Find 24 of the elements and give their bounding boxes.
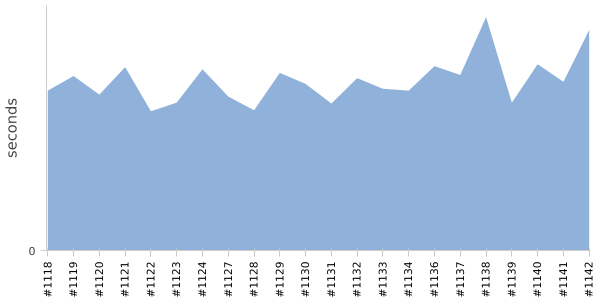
- x-tick-label: #1123: [170, 261, 184, 298]
- x-tick-label: #1139: [505, 261, 518, 298]
- text: 0: [28, 245, 36, 258]
- x-tick-label: #1131: [324, 261, 338, 298]
- x-tick-label: #1118: [41, 261, 54, 298]
- x-tick-label: #1133: [376, 261, 390, 298]
- x-tick-label: #1138: [480, 261, 493, 298]
- x-tick-label: #1127: [222, 261, 235, 298]
- x-tick-label: #1132: [350, 261, 364, 298]
- x-tick-label: #1120: [92, 261, 106, 298]
- x-tick-label: #1129: [273, 261, 286, 298]
- x-tick-label: #1140: [531, 261, 544, 298]
- x-tick-label: #1134: [402, 261, 416, 298]
- x-tick-label: #1128: [248, 261, 261, 298]
- x-tick-label: #1141: [556, 261, 570, 298]
- x-tick-label: #1121: [118, 261, 132, 298]
- x-tick-label: #1142: [582, 261, 596, 298]
- y-axis-title: seconds: [4, 98, 20, 158]
- x-tick-label: #1130: [299, 261, 312, 298]
- x-tick-label: #1122: [144, 261, 158, 298]
- x-tick-label: #1137: [454, 261, 467, 298]
- x-tick-label: #1124: [196, 261, 209, 298]
- x-tick-label: #1119: [67, 261, 80, 298]
- x-tick-label: #1136: [428, 261, 442, 298]
